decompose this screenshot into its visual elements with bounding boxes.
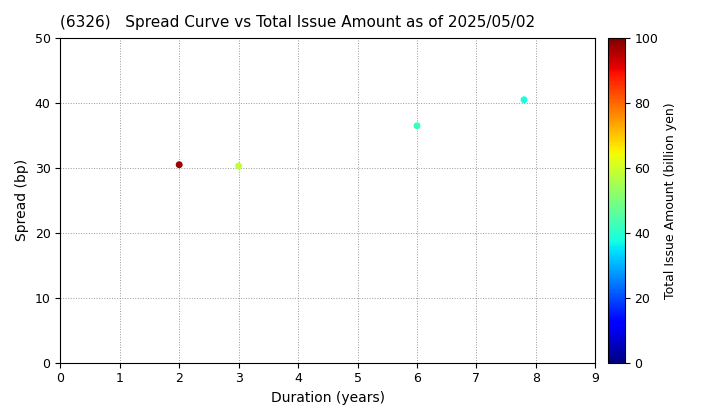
Point	[411, 122, 423, 129]
Point	[174, 161, 185, 168]
X-axis label: Duration (years): Duration (years)	[271, 391, 384, 405]
Y-axis label: Total Issue Amount (billion yen): Total Issue Amount (billion yen)	[664, 102, 677, 299]
Point	[518, 97, 530, 103]
Point	[233, 163, 244, 169]
Text: (6326)   Spread Curve vs Total Issue Amount as of 2025/05/02: (6326) Spread Curve vs Total Issue Amoun…	[60, 15, 536, 30]
Y-axis label: Spread (bp): Spread (bp)	[15, 159, 29, 242]
